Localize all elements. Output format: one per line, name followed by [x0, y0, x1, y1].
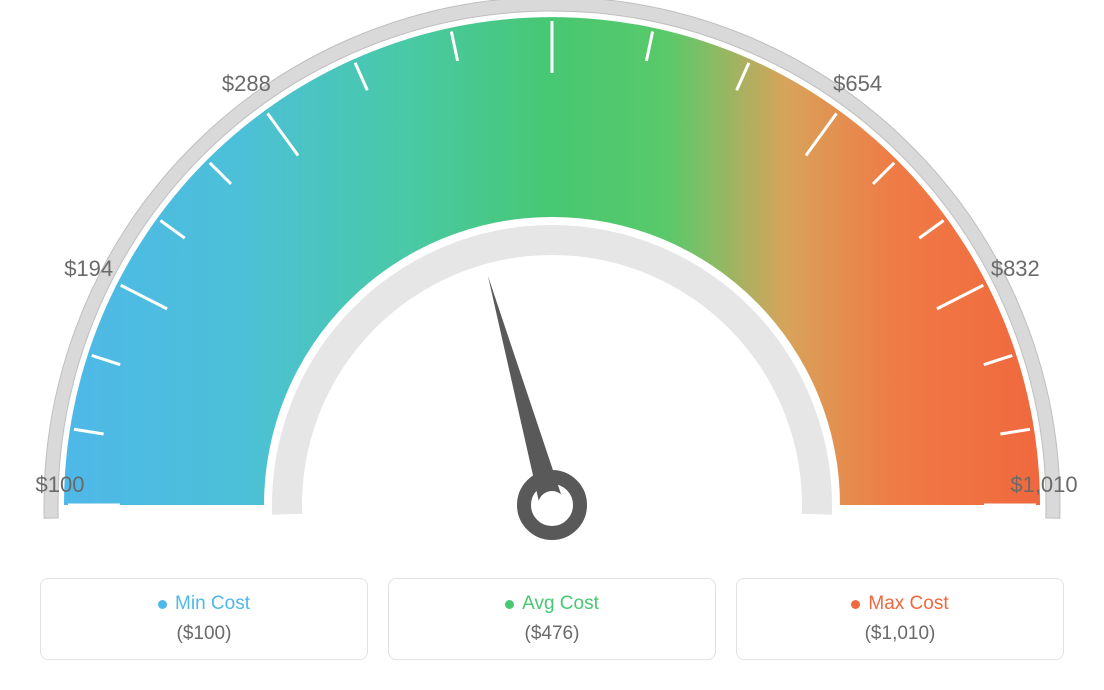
- legend-label-max: Max Cost: [868, 593, 948, 615]
- legend-title-min: Min Cost: [158, 593, 250, 615]
- tick-label: $654: [833, 71, 882, 97]
- legend-dot-avg: [505, 600, 514, 609]
- tick-label: $1,010: [1010, 472, 1077, 498]
- tick-label: $832: [991, 256, 1040, 282]
- legend-box-min: Min Cost ($100): [40, 578, 368, 660]
- legend-box-avg: Avg Cost ($476): [388, 578, 716, 660]
- legend-label-avg: Avg Cost: [522, 593, 599, 615]
- tick-label: $100: [36, 472, 85, 498]
- legend-label-min: Min Cost: [175, 593, 250, 615]
- legend-value-min: ($100): [41, 623, 367, 645]
- legend-value-max: ($1,010): [737, 623, 1063, 645]
- gauge-svg: [0, 0, 1104, 560]
- legend-dot-min: [158, 600, 167, 609]
- legend-title-max: Max Cost: [851, 593, 948, 615]
- legend-box-max: Max Cost ($1,010): [736, 578, 1064, 660]
- tick-label: $476: [528, 0, 577, 4]
- legend-dot-max: [851, 600, 860, 609]
- gauge-chart: $100 $194 $288 $476 $654 $832 $1,010: [0, 0, 1104, 560]
- legend-title-avg: Avg Cost: [505, 593, 599, 615]
- legend-value-avg: ($476): [389, 623, 715, 645]
- tick-label: $194: [64, 256, 113, 282]
- legend-row: Min Cost ($100) Avg Cost ($476) Max Cost…: [0, 578, 1104, 660]
- tick-label: $288: [222, 71, 271, 97]
